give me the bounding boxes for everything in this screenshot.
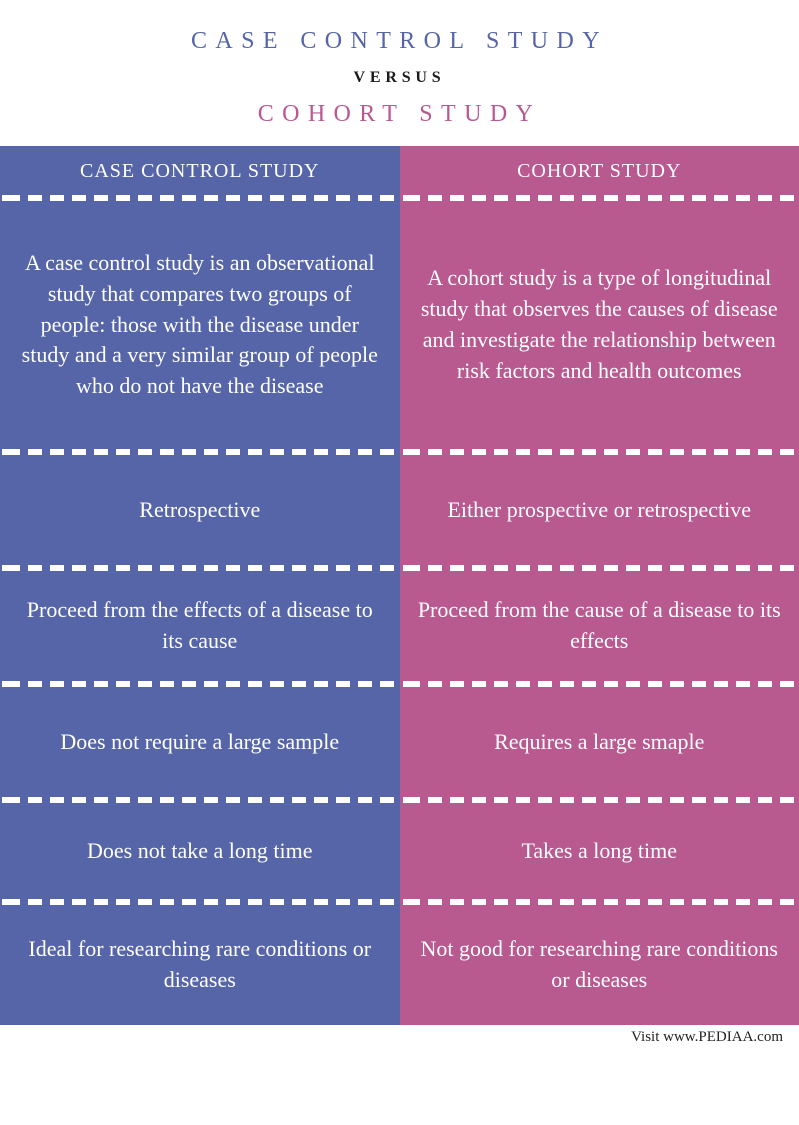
page-header: CASE CONTROL STUDY VERSUS COHORT STUDY: [0, 0, 799, 146]
cell-time-right: Takes a long time: [400, 803, 799, 899]
column-cohort: COHORT STUDY A cohort study is a type of…: [400, 146, 799, 1025]
title-versus: VERSUS: [0, 69, 799, 101]
cell-definition-left: A case control study is an observational…: [0, 201, 400, 449]
cell-proceed-left: Proceed from the effects of a disease to…: [0, 571, 400, 681]
cell-direction-left: Retrospective: [0, 455, 400, 565]
cell-rare-left: Ideal for researching rare conditions or…: [0, 905, 400, 1025]
column-header-right: COHORT STUDY: [400, 146, 799, 195]
cell-time-left: Does not take a long time: [0, 803, 400, 899]
cell-proceed-right: Proceed from the cause of a disease to i…: [400, 571, 799, 681]
title-cohort: COHORT STUDY: [0, 101, 799, 128]
cell-definition-right: A cohort study is a type of longitudinal…: [400, 201, 799, 449]
column-header-left: CASE CONTROL STUDY: [0, 146, 400, 195]
comparison-table: CASE CONTROL STUDY A case control study …: [0, 146, 799, 1025]
cell-sample-right: Requires a large smaple: [400, 687, 799, 797]
cell-rare-right: Not good for researching rare conditions…: [400, 905, 799, 1025]
title-case-control: CASE CONTROL STUDY: [0, 28, 799, 69]
cell-direction-right: Either prospective or retrospective: [400, 455, 799, 565]
footer-attribution: Visit www.PEDIAA.com: [0, 1029, 799, 1046]
cell-sample-left: Does not require a large sample: [0, 687, 400, 797]
column-case-control: CASE CONTROL STUDY A case control study …: [0, 146, 400, 1025]
